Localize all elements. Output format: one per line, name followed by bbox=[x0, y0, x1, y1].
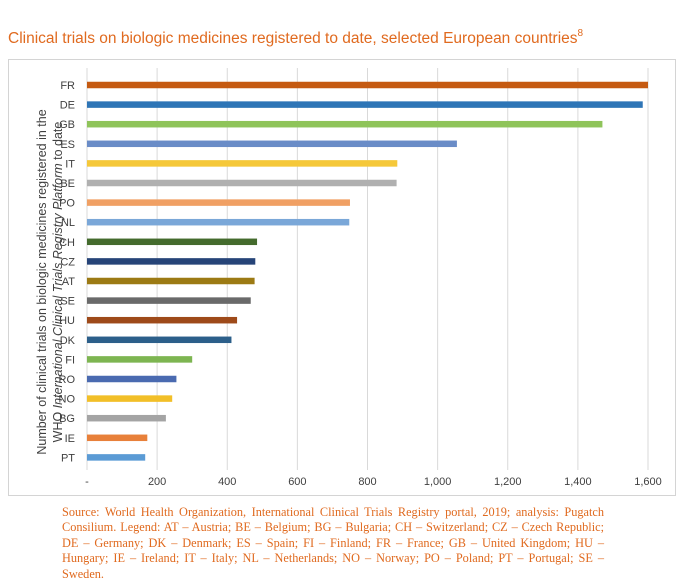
category-label-gb: GB bbox=[59, 119, 75, 131]
bar-fi bbox=[87, 356, 193, 363]
bar-ie bbox=[87, 434, 148, 442]
chart-title-text: Clinical trials on biologic medicines re… bbox=[8, 30, 578, 47]
source-note: Source: World Health Organization, Inter… bbox=[62, 505, 604, 581]
bar-no bbox=[87, 395, 173, 402]
bar-hu bbox=[87, 316, 238, 324]
category-label-po: PO bbox=[59, 198, 75, 210]
category-label-es: ES bbox=[60, 139, 75, 151]
y-axis-title-line1: Number of clinical trials on biologic me… bbox=[35, 109, 49, 454]
bar-be bbox=[87, 179, 397, 187]
y-axis-title-italic: International Clinical Trials Registry P… bbox=[51, 163, 65, 408]
bar-es bbox=[87, 140, 457, 148]
bar-fr bbox=[87, 81, 648, 89]
category-label-pt: PT bbox=[61, 452, 75, 464]
category-label-nl: NL bbox=[61, 217, 75, 229]
bar-se bbox=[87, 297, 251, 304]
x-tick-label: 400 bbox=[218, 476, 236, 488]
bar-at bbox=[87, 277, 255, 285]
grid-lines bbox=[86, 68, 649, 470]
x-tick-label: 1,200 bbox=[494, 476, 522, 488]
bar-chart: FR DE GB ES IT BE PO NL CH CZ AT SE HU DK FI RO NO BG IE PT… bbox=[35, 68, 662, 488]
bar-de bbox=[87, 101, 643, 108]
category-label-se: SE bbox=[60, 296, 75, 308]
category-label-fi: FI bbox=[65, 354, 75, 366]
category-labels: FR DE GB ES IT BE PO NL CH CZ AT SE HU DK FI RO NO BG IE PT bbox=[59, 80, 76, 464]
title-footnote: 8 bbox=[577, 28, 584, 39]
x-axis-ticks: - 200 400 600 800 1,000 1,200 1,400 1,600 bbox=[85, 476, 662, 488]
category-label-be: BE bbox=[60, 178, 75, 190]
category-label-ch: CH bbox=[59, 237, 75, 249]
chart-title: Clinical trials on biologic medicines re… bbox=[8, 28, 583, 48]
category-label-ie: IE bbox=[65, 433, 75, 445]
category-label-de: DE bbox=[60, 100, 75, 112]
x-tick-label: - bbox=[85, 476, 89, 488]
x-tick-label: 1,000 bbox=[424, 476, 452, 488]
bars bbox=[87, 81, 648, 461]
bar-ch bbox=[87, 238, 258, 246]
x-tick-label: 200 bbox=[148, 476, 166, 488]
chart-frame: FR DE GB ES IT BE PO NL CH CZ AT SE HU DK FI RO NO BG IE PT… bbox=[8, 59, 676, 496]
category-label-ro: RO bbox=[59, 374, 76, 386]
category-label-dk: DK bbox=[60, 335, 76, 347]
x-tick-label: 1,600 bbox=[634, 476, 662, 488]
bar-dk bbox=[87, 336, 232, 344]
bar-ro bbox=[87, 375, 177, 383]
bar-it bbox=[87, 160, 398, 167]
bar-gb bbox=[87, 120, 603, 128]
category-label-cz: CZ bbox=[60, 256, 75, 268]
x-tick-label: 800 bbox=[358, 476, 376, 488]
bar-bg bbox=[87, 414, 166, 422]
y-axis-title: Number of clinical trials on biologic me… bbox=[35, 109, 65, 454]
category-label-it: IT bbox=[65, 158, 75, 170]
bar-po bbox=[87, 199, 350, 206]
bar-nl bbox=[87, 218, 350, 226]
category-label-fr: FR bbox=[60, 80, 75, 92]
y-axis-title-suffix: to date bbox=[51, 122, 65, 164]
bar-pt bbox=[87, 454, 146, 461]
category-label-hu: HU bbox=[59, 315, 75, 327]
category-label-bg: BG bbox=[59, 413, 75, 425]
x-tick-label: 1,400 bbox=[564, 476, 592, 488]
bar-cz bbox=[87, 258, 256, 265]
y-axis-title-line2: WHO International Clinical Trials Regist… bbox=[51, 122, 65, 443]
x-tick-label: 600 bbox=[288, 476, 306, 488]
category-label-no: NO bbox=[59, 394, 76, 406]
y-axis-title-prefix: WHO bbox=[51, 408, 65, 442]
category-label-at: AT bbox=[62, 276, 76, 288]
